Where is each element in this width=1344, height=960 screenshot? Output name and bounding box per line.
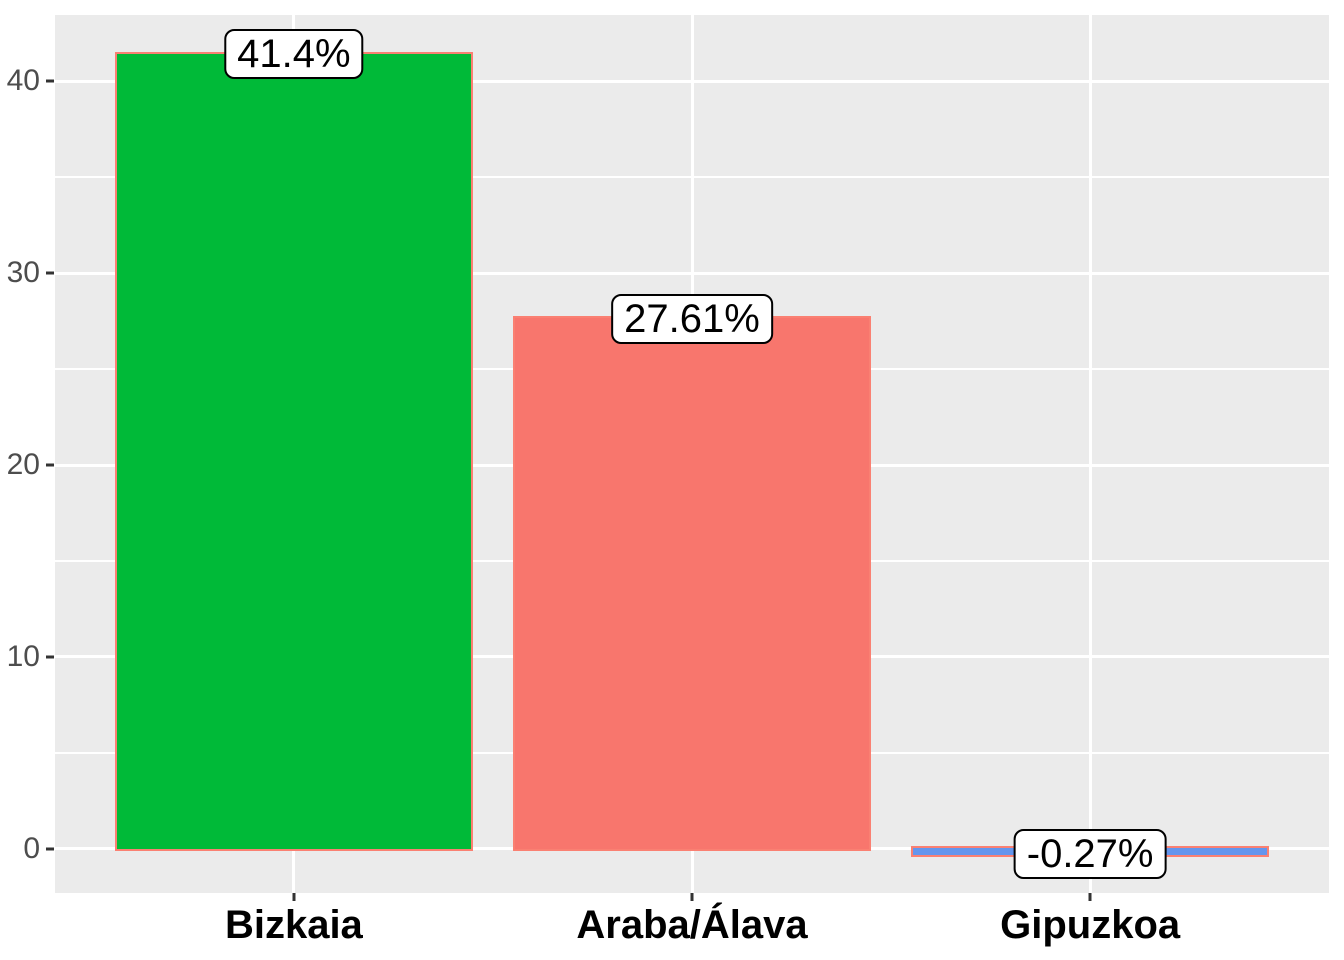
- bar-araba-alava: [512, 316, 872, 852]
- y-axis-tick-mark-30: [46, 271, 54, 275]
- y-axis-tick-mark-0: [46, 847, 54, 851]
- y-axis-tick-label-10: 10: [6, 639, 40, 673]
- y-axis-tick-label-40: 40: [6, 64, 40, 98]
- bar-value-label-bizkaia: 41.4%: [224, 29, 364, 80]
- gridline-major-x-gipuzkoa: [1088, 15, 1092, 893]
- y-axis-tick-label-20: 20: [6, 448, 40, 482]
- bar-bizkaia: [114, 51, 474, 852]
- x-axis-tick-mark-bizkaia: [292, 893, 296, 901]
- x-axis-tick-label-bizkaia: Bizkaia: [224, 903, 363, 947]
- y-axis-tick-label-30: 30: [6, 256, 40, 290]
- y-axis-tick-label-0: 0: [23, 831, 40, 865]
- x-axis-tick-label-araba-alava: Araba/Álava: [576, 903, 808, 947]
- y-axis-tick-mark-20: [46, 463, 54, 467]
- x-axis-tick-mark-araba-alava: [690, 893, 694, 901]
- bar-value-label-gipuzkoa: -0.27%: [1013, 829, 1167, 880]
- bar-value-label-araba-alava: 27.61%: [611, 293, 773, 344]
- y-axis-tick-mark-10: [46, 655, 54, 659]
- x-axis-tick-label-gipuzkoa: Gipuzkoa: [1000, 903, 1181, 947]
- y-axis-tick-mark-40: [46, 79, 54, 83]
- x-axis-tick-mark-gipuzkoa: [1088, 893, 1092, 901]
